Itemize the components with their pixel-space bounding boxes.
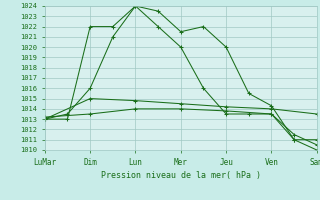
X-axis label: Pression niveau de la mer( hPa ): Pression niveau de la mer( hPa ) bbox=[101, 171, 261, 180]
